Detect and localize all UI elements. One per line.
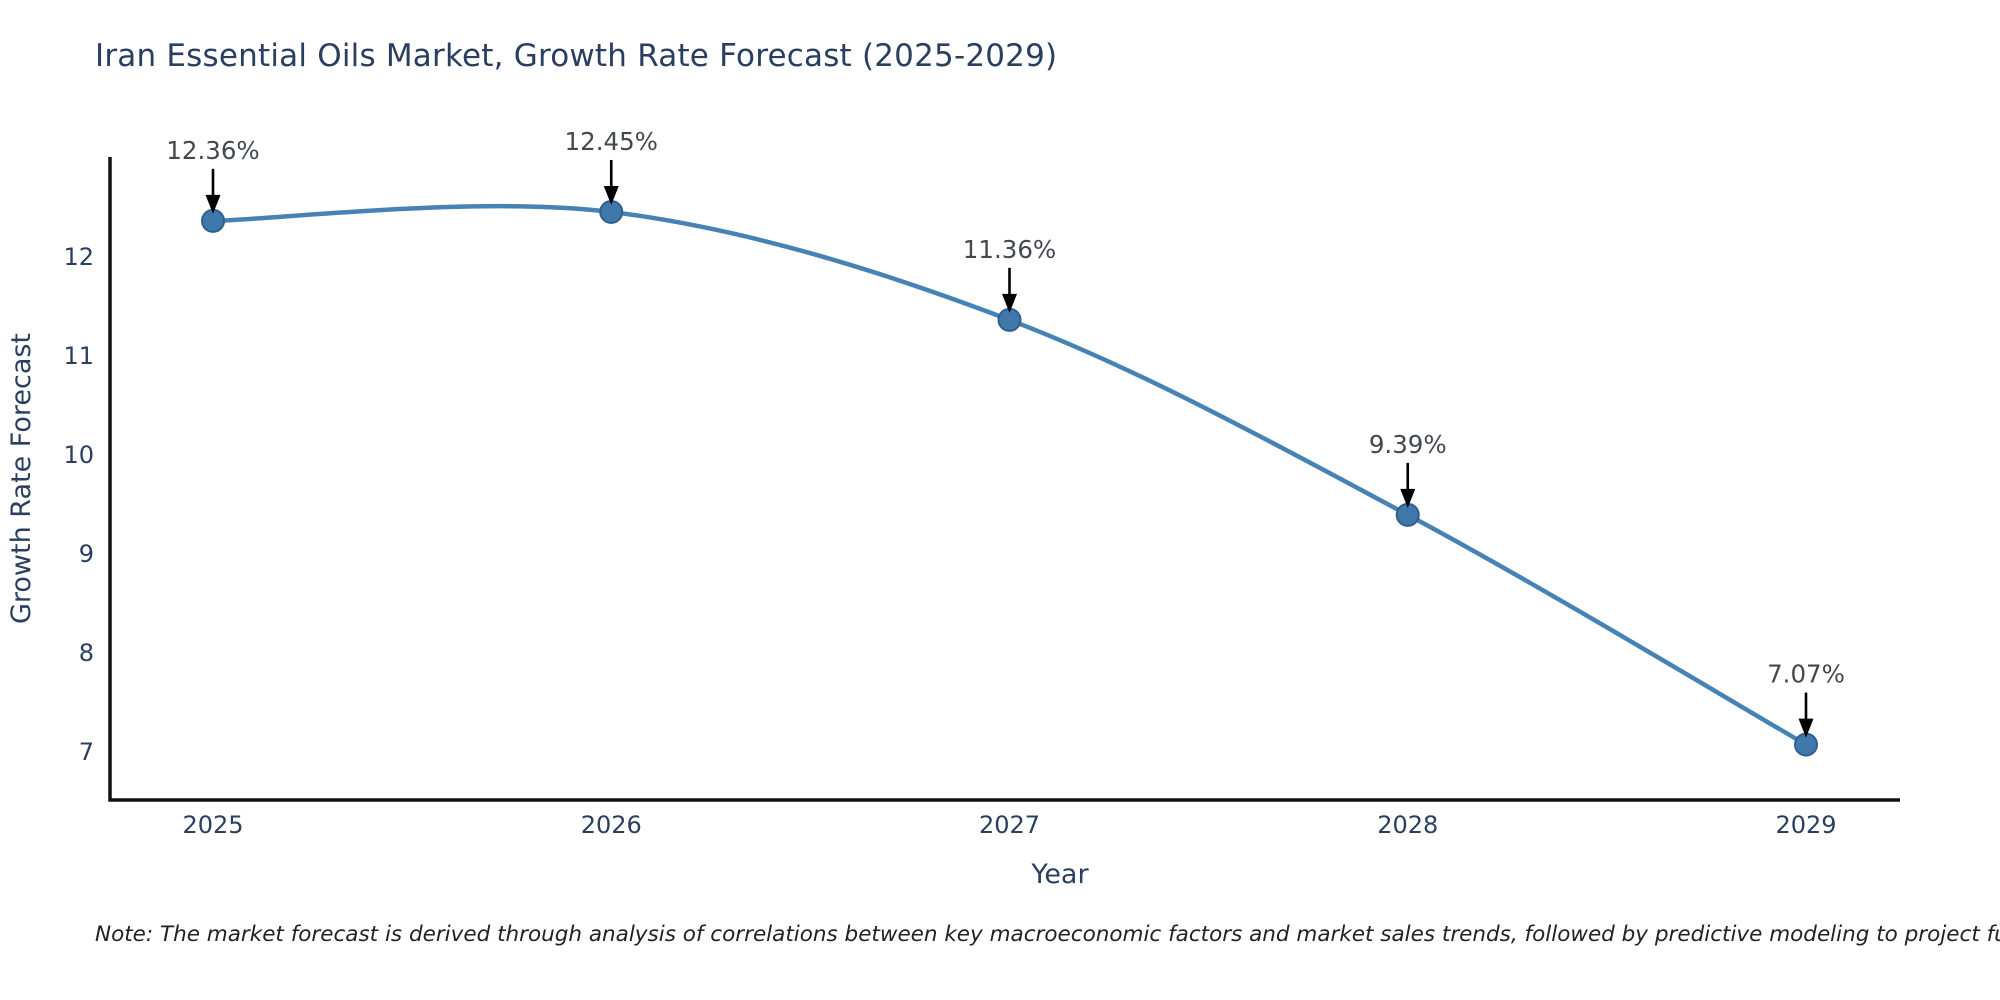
data-point-label: 12.36%	[166, 136, 259, 165]
y-tick-label: 10	[63, 441, 94, 469]
annotation-arrowhead	[1002, 293, 1017, 313]
chart-title: Iran Essential Oils Market, Growth Rate …	[95, 38, 1058, 74]
x-tick-label: 2027	[979, 811, 1040, 839]
chart-footnote: Note: The market forecast is derived thr…	[95, 922, 2000, 947]
annotation-arrowhead	[1798, 718, 1814, 738]
y-tick-label: 11	[63, 342, 94, 370]
annotation-arrowhead	[1400, 488, 1416, 508]
x-tick-label: 2028	[1377, 811, 1438, 839]
annotation-arrowhead	[603, 185, 619, 205]
y-tick-label: 9	[79, 540, 94, 568]
y-axis-title: Growth Rate Forecast	[6, 333, 37, 624]
y-tick-label: 12	[63, 243, 94, 271]
data-point-label: 7.07%	[1767, 660, 1845, 689]
y-tick-label: 7	[79, 738, 94, 766]
x-axis-title: Year	[1030, 859, 1089, 890]
x-tick-label: 2026	[581, 811, 642, 839]
data-point-label: 12.45%	[565, 127, 658, 156]
data-point-label: 11.36%	[963, 235, 1056, 264]
axis-spines	[108, 157, 1900, 802]
y-tick-label: 8	[79, 639, 94, 667]
data-point-label: 9.39%	[1369, 430, 1447, 459]
annotation-arrowhead	[205, 194, 221, 214]
x-tick-label: 2025	[182, 811, 243, 839]
x-tick-label: 2029	[1775, 811, 1836, 839]
